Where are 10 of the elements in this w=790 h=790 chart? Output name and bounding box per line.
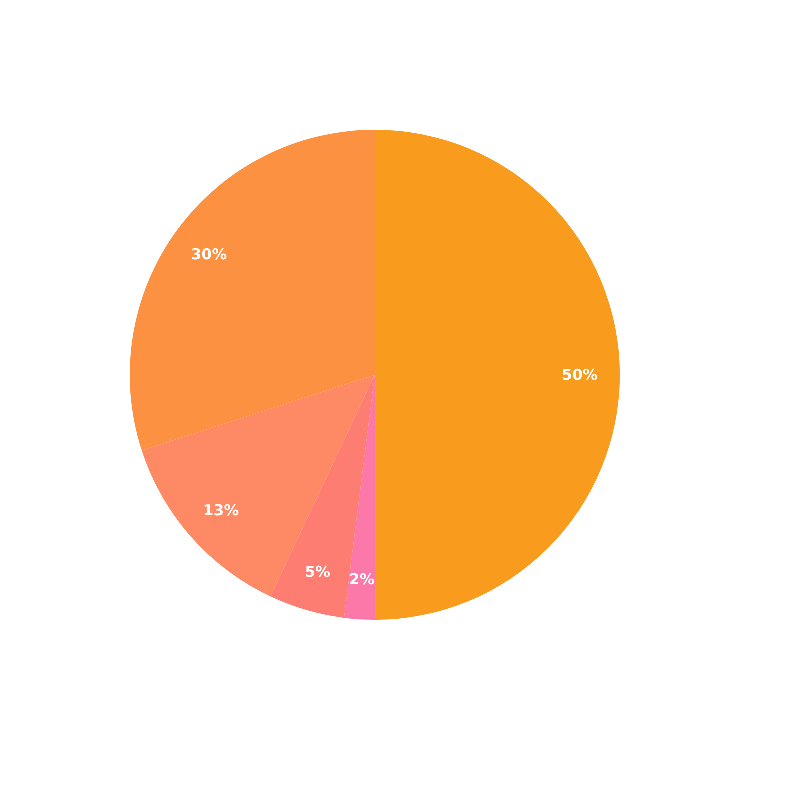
pie-slice [375,130,620,620]
pie-slice [344,375,375,620]
data-label: 13% [203,502,240,520]
data-label: 30% [191,246,228,264]
data-label: 50% [562,366,598,384]
pie-slice [270,375,375,618]
data-label: 5% [305,562,331,581]
pie-slice [142,375,375,597]
data-label: 2% [349,570,375,589]
pie-slice [130,130,375,451]
